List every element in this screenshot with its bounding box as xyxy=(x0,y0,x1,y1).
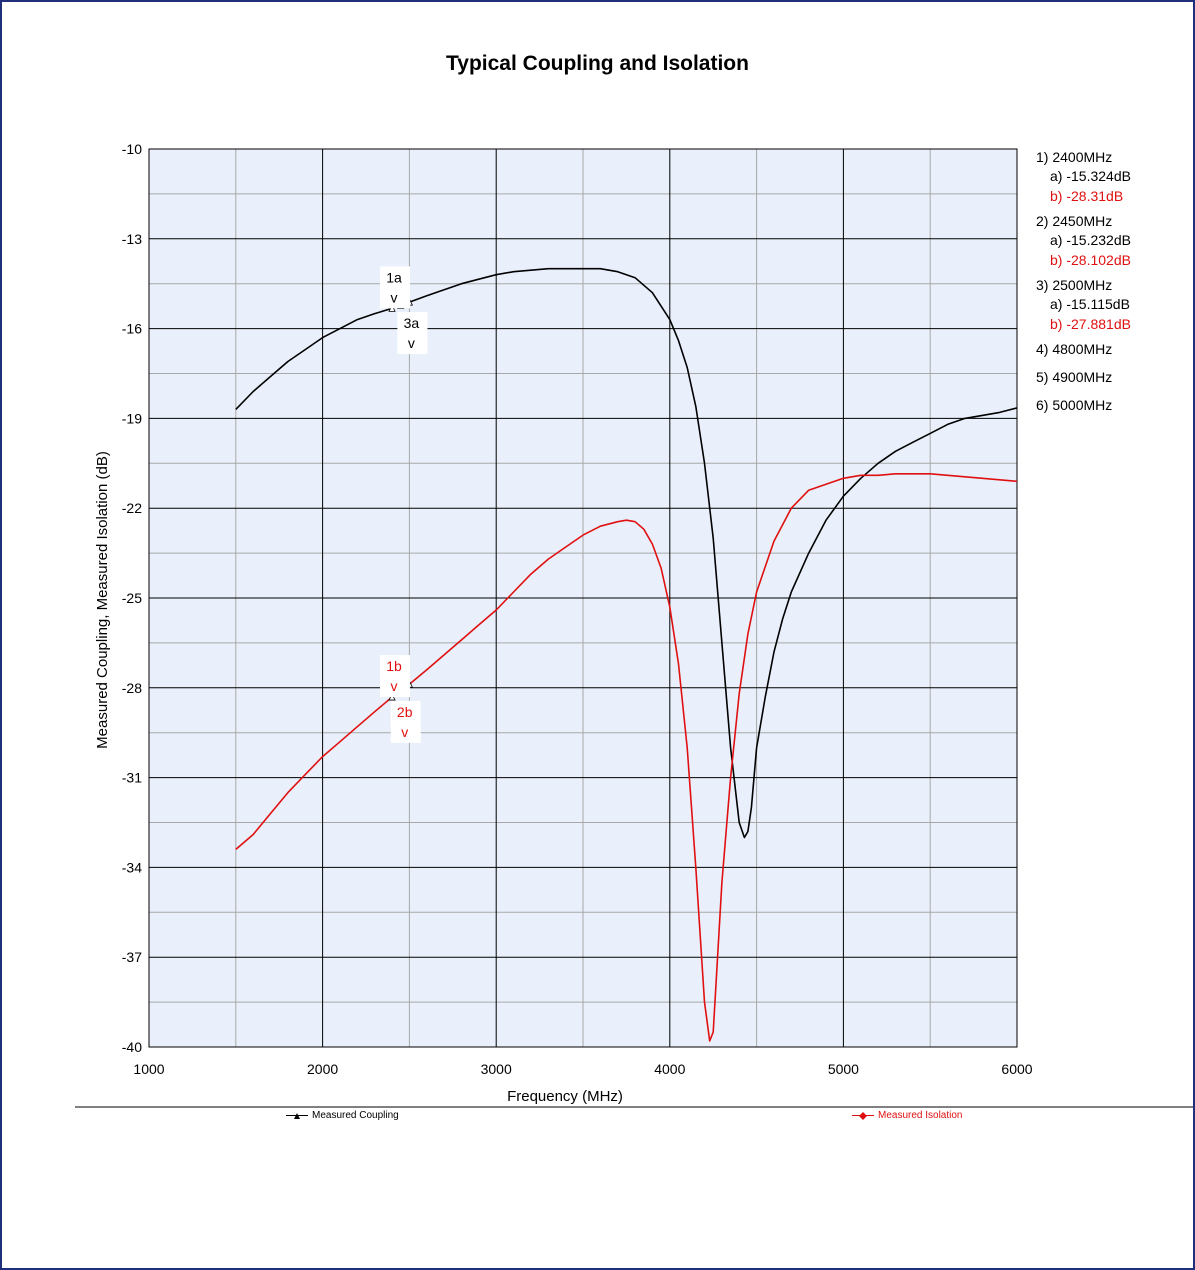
y-tick-label: -40 xyxy=(122,1039,142,1055)
x-tick-label: 5000 xyxy=(828,1061,859,1077)
x-tick-label: 4000 xyxy=(654,1061,685,1077)
y-tick-label: -25 xyxy=(122,590,142,606)
annotation-label: 2b xyxy=(397,704,413,720)
annotation-box xyxy=(390,700,421,743)
y-tick-label: -34 xyxy=(122,859,142,875)
annotation-label: 1b xyxy=(386,658,402,674)
annotation-arrow: v xyxy=(391,678,398,694)
x-tick-label: 1000 xyxy=(133,1061,164,1077)
diamond-marker-icon xyxy=(852,1111,874,1121)
y-axis-label: Measured Coupling, Measured Isolation (d… xyxy=(94,451,111,749)
y-tick-label: -10 xyxy=(122,141,142,157)
marker-coupling-value: a) -15.232dB xyxy=(1050,232,1131,248)
marker-group-1: 1) 2400MHz a) -15.324dB b) -28.31dB xyxy=(1036,148,1131,206)
marker-freq: 2) 2450MHz xyxy=(1036,213,1113,229)
legend-label: Measured Coupling xyxy=(312,1110,399,1121)
y-tick-label: -16 xyxy=(122,321,142,337)
marker-freq: 4) 4800MHz xyxy=(1036,341,1113,357)
y-tick-label: -37 xyxy=(122,949,142,965)
annotation-arrow: v xyxy=(408,335,415,351)
marker-freq: 6) 5000MHz xyxy=(1036,397,1113,413)
marker-freq: 5) 4900MHz xyxy=(1036,369,1113,385)
chart-title: Typical Coupling and Isolation xyxy=(446,52,749,75)
marker-isolation-value: b) -27.881dB xyxy=(1050,316,1131,332)
annotation-label: 3a xyxy=(404,315,420,331)
y-tick-label: -22 xyxy=(122,500,142,516)
marker-group-3: 3) 2500MHz a) -15.115dB b) -27.881dB xyxy=(1036,276,1131,334)
y-tick-label: -31 xyxy=(122,770,142,786)
marker-freq: 1) 2400MHz xyxy=(1036,149,1113,165)
marker-isolation-value: b) -28.31dB xyxy=(1050,188,1124,204)
annotation-box xyxy=(397,312,428,355)
legend-item-isolation: Measured Isolation xyxy=(852,1110,963,1121)
annotation-arrow: v xyxy=(401,724,408,740)
marker-readout-list: 1) 2400MHz a) -15.324dB b) -28.31dB 2) 2… xyxy=(1036,148,1131,424)
triangle-marker-icon xyxy=(286,1111,308,1121)
marker-isolation-value: b) -28.102dB xyxy=(1050,252,1131,268)
marker-coupling-value: a) -15.115dB xyxy=(1050,296,1130,312)
annotation-box xyxy=(380,655,411,698)
marker-group-2: 2) 2450MHz a) -15.232dB b) -28.102dB xyxy=(1036,212,1131,270)
x-axis-label: Frequency (MHz) xyxy=(507,1088,623,1105)
legend-item-coupling: Measured Coupling xyxy=(286,1110,399,1121)
annotation-box xyxy=(380,266,411,309)
x-tick-label: 6000 xyxy=(1001,1061,1032,1077)
y-tick-label: -13 xyxy=(122,231,142,247)
legend-label: Measured Isolation xyxy=(878,1110,963,1121)
annotation-arrow: v xyxy=(391,289,398,305)
marker-coupling-value: a) -15.324dB xyxy=(1050,168,1131,184)
y-tick-label: -19 xyxy=(122,410,142,426)
x-tick-label: 3000 xyxy=(481,1061,512,1077)
annotation-label: 1a xyxy=(386,269,402,285)
x-tick-label: 2000 xyxy=(307,1061,338,1077)
marker-freq: 3) 2500MHz xyxy=(1036,277,1113,293)
y-tick-label: -28 xyxy=(122,680,142,696)
